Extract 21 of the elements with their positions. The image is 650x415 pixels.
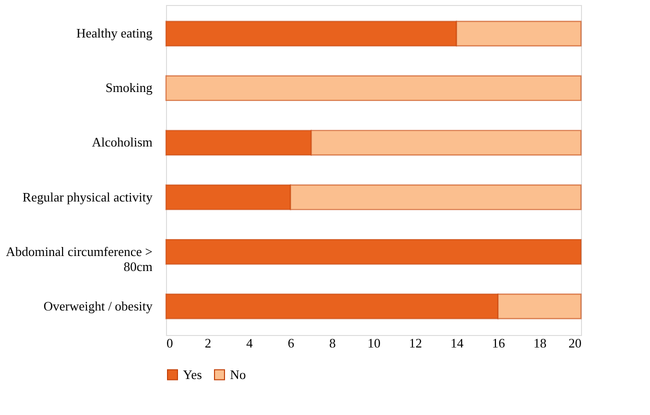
- x-tick-label: 14: [450, 336, 464, 350]
- bar: [165, 238, 582, 265]
- y-tick-label: Regular physical activity: [22, 189, 153, 204]
- y-tick-label: Alcoholism: [92, 134, 152, 150]
- y-tick-label: Abdominal circumference > 80cm: [6, 244, 152, 274]
- x-tick-label: 16: [492, 336, 506, 350]
- x-tick-label: 8: [329, 336, 336, 350]
- y-tick-label: Healthy eating: [76, 26, 153, 41]
- legend-label: Yes: [183, 366, 202, 382]
- legend-label: No: [230, 366, 246, 382]
- x-tick-label: 18: [534, 336, 546, 350]
- x-tick-label: 0: [166, 336, 173, 350]
- x-tick-label: 10: [368, 336, 380, 350]
- x-tick-label: 4: [246, 336, 254, 350]
- y-tick-label: Smoking: [106, 80, 153, 96]
- x-tick-label: 6: [288, 336, 295, 350]
- y-tick-label: Overweight / obesity: [43, 298, 153, 314]
- bar: [165, 75, 582, 102]
- x-tick-label: 20: [568, 336, 582, 350]
- x-tick-label: 2: [204, 336, 212, 350]
- x-tick-label: 12: [409, 336, 422, 350]
